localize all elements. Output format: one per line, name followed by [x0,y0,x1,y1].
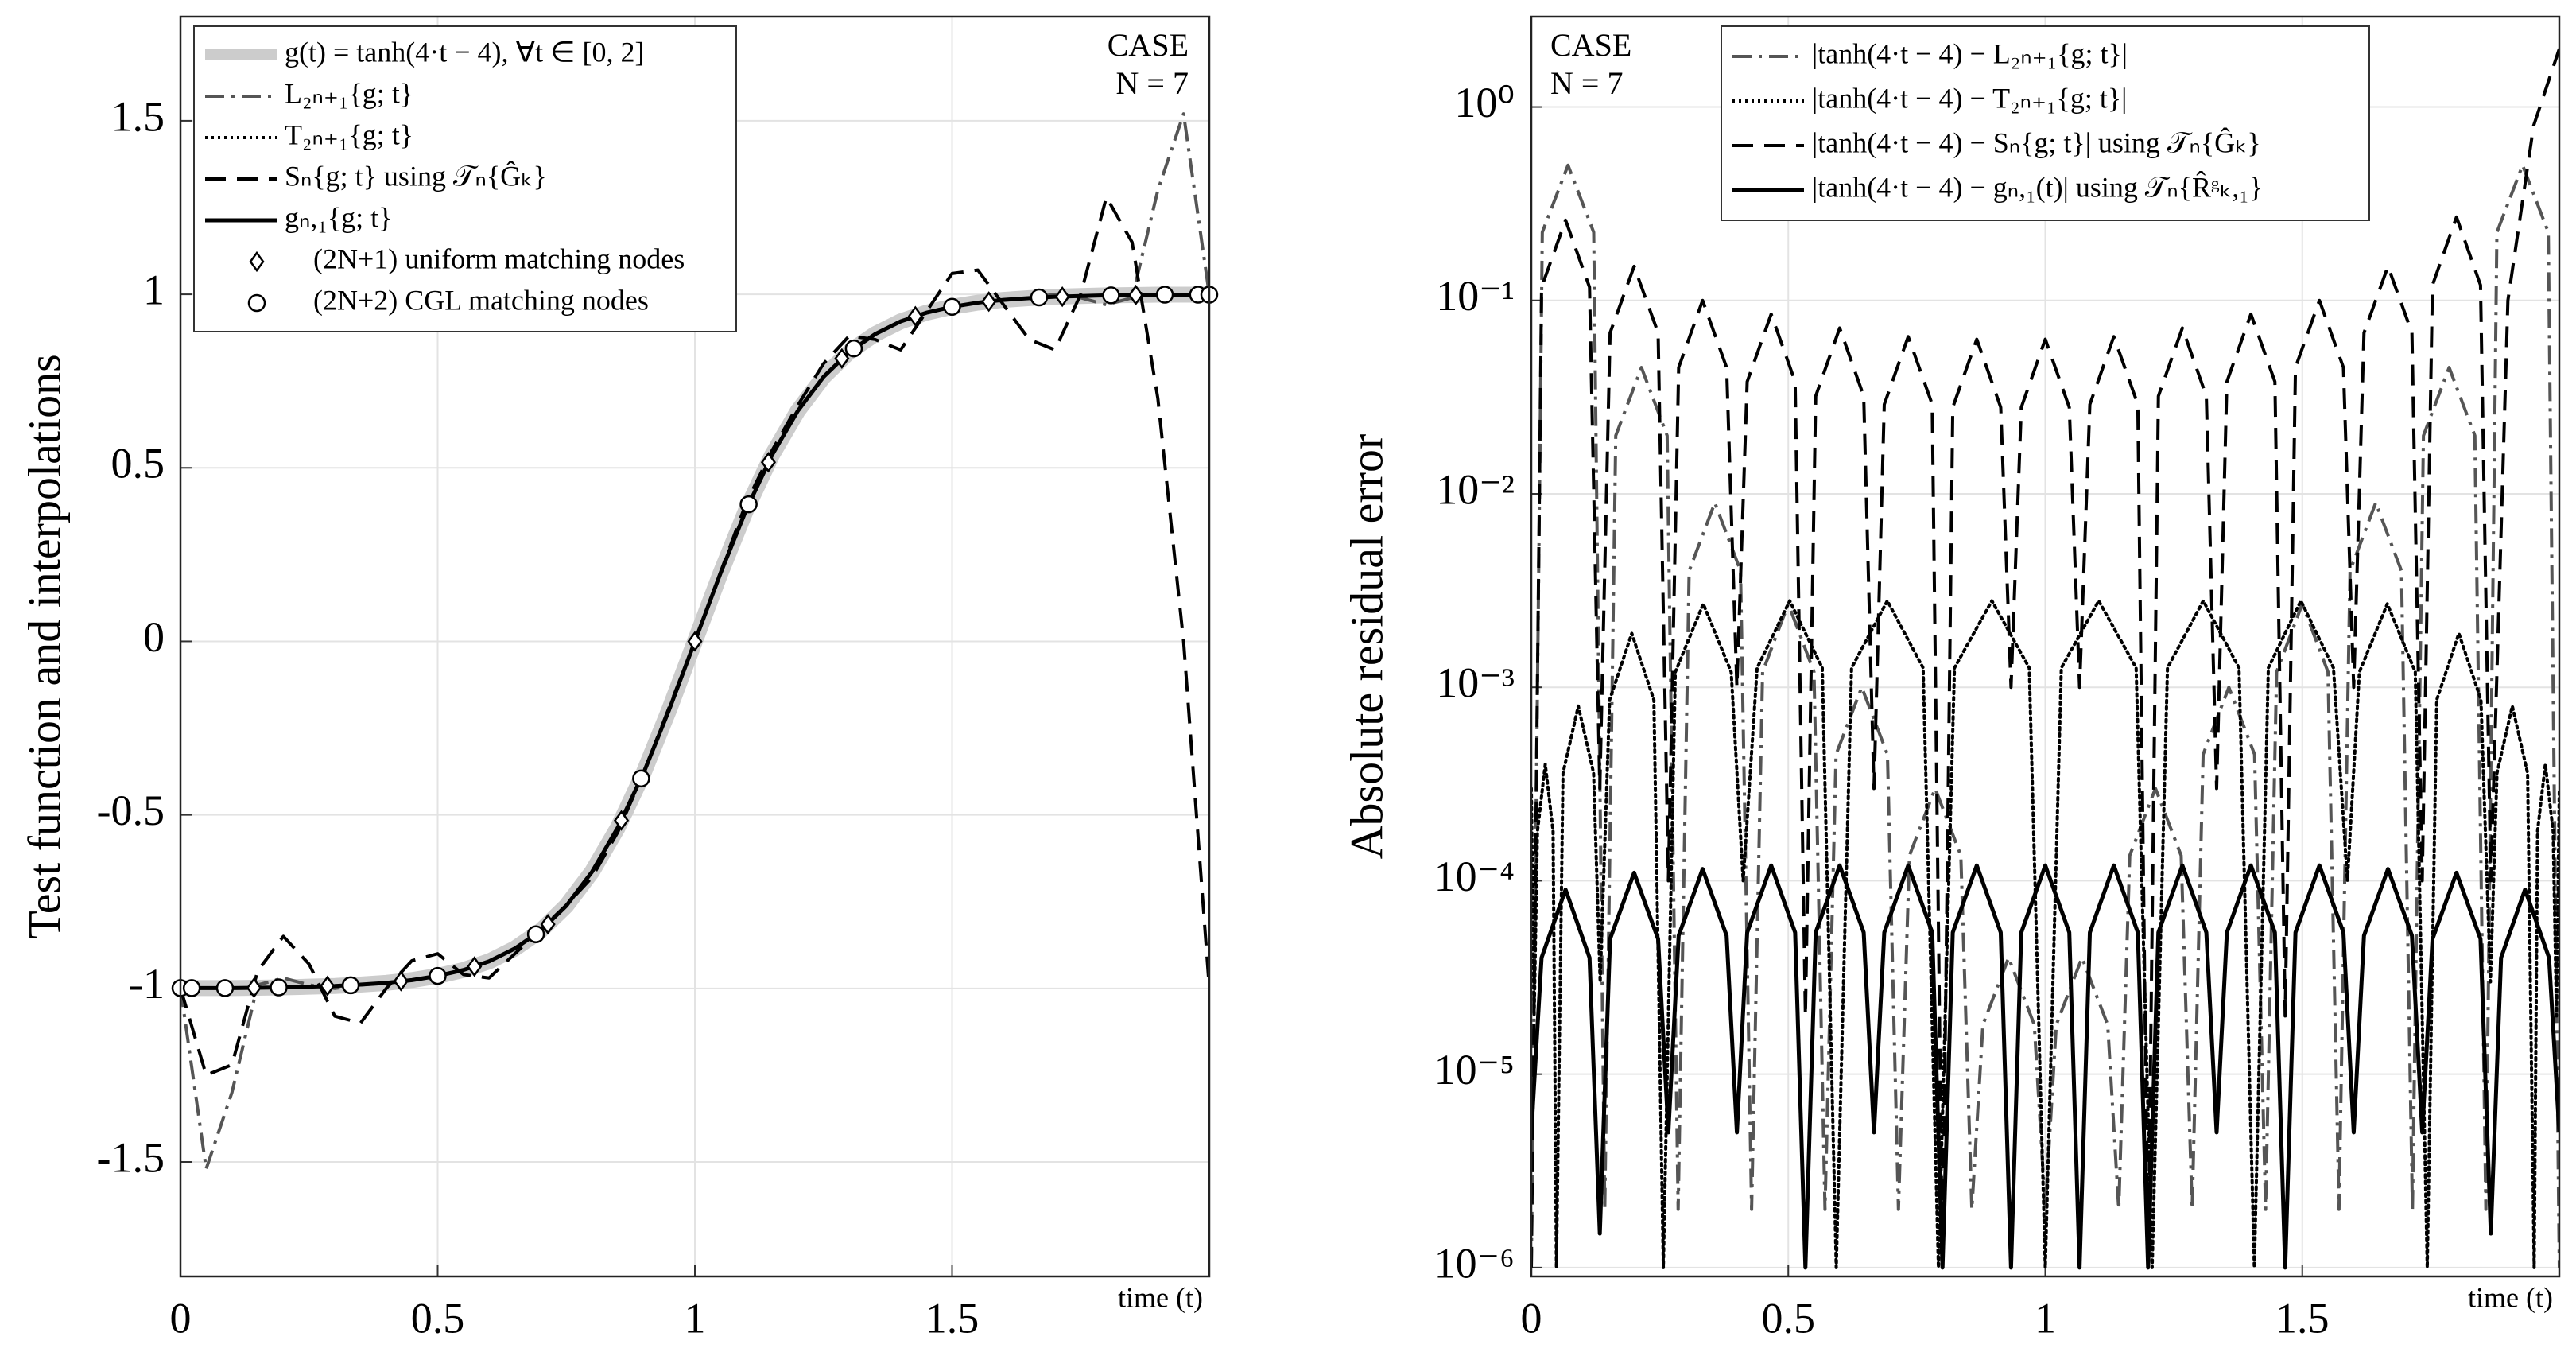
y-tick-label: 10⁰ [1454,79,1515,126]
x-tick-label: 1.5 [925,1294,980,1342]
circle-marker [739,495,758,514]
plot-lines [1531,48,2559,1270]
legend-label: L₂ₙ₊₁{g; t} [285,77,413,109]
annotation: N = 7 [1116,65,1189,101]
diamond-marker [393,970,409,992]
legend-label: gₙ,₁{g; t} [285,201,392,233]
circle-marker [247,293,266,313]
series-line [1531,863,2559,1270]
x-axis-label: time (t) [1118,1281,1203,1313]
x-tick-label: 0 [170,1294,192,1342]
y-tick-label: 10⁻³ [1436,659,1515,707]
chart: -1.5 -1 -0.5 0 0.5 1 1.5 0 0.5 1 1.5 Test function … [18,15,1219,1342]
diamond-marker [540,913,556,935]
legend-box [1721,25,2370,221]
y-tick-label: -1.5 [97,1133,165,1181]
legend-box [193,25,737,332]
y-tick-label: 10⁻² [1436,465,1515,513]
axes-frame [1530,15,2561,1278]
annotation: N = 7 [1550,65,1623,101]
circle-marker [632,769,650,788]
diamond-marker [249,251,265,273]
y-tick-label: 10⁻⁶ [1434,1239,1515,1287]
x-tick-label: 1 [685,1294,706,1342]
diamond-marker [760,452,777,473]
diamond-marker [907,305,923,327]
x-tick-label: 1 [2035,1294,2056,1342]
axes-frame [179,15,1211,1278]
diamond-marker [320,975,336,997]
circle-marker [943,297,961,317]
legend-label: T₂ₙ₊₁{g; t} [285,118,413,150]
y-tick-label: 1.5 [111,92,165,140]
legend-label: |tanh(4·t − 4) − gₙ,₁(t)| using 𝒯ₙ{R̂ᵍₖ,… [1812,170,2263,203]
annotation: CASE [1550,27,1631,63]
circle-marker [215,979,235,997]
chart: 10⁻⁶ 10⁻⁵ 10⁻⁴ 10⁻³ 10⁻² 10⁻¹ 10⁰ 0 0.5 1 1.5 Absol… [1340,15,2561,1342]
circle-marker [844,339,863,358]
legend-label: |tanh(4·t − 4) − T₂ₙ₊₁{g; t}| [1812,82,2127,114]
circle-marker [1102,286,1120,305]
y-tick-label: 1 [143,266,165,313]
circle-marker [341,976,360,995]
legend-label: g(t) = tanh(4·t − 4), ∀t ∈ [0, 2] [285,36,645,68]
y-tick-label: 0.5 [111,440,165,488]
diamond-marker [1127,284,1144,306]
diamond-marker [613,810,630,831]
circle-marker [1155,286,1174,304]
circle-marker [182,979,201,997]
legend-label: |tanh(4·t − 4) − L₂ₙ₊₁{g; t}| [1812,37,2128,69]
y-tick-label: 10⁻⁴ [1434,853,1515,900]
circle-marker [270,978,288,997]
x-tick-label: 0 [1521,1294,1542,1342]
legend-label: (2N+2) CGL matching nodes [313,284,649,316]
circle-marker [1030,288,1049,307]
legend-label: (2N+1) uniform matching nodes [313,243,685,274]
legend-label: |tanh(4·t − 4) − Sₙ{g; t}| using 𝒯ₙ{Ĝₖ} [1812,126,2261,158]
circle-marker [429,966,447,985]
diamond-marker [1054,286,1070,308]
series-line [1531,163,2559,1268]
x-tick-label: 0.5 [1762,1294,1816,1342]
series-line [180,195,1209,1077]
circle-marker [526,925,545,943]
diamond-marker [834,348,850,369]
diamond-marker [981,291,997,313]
x-axis-label: time (t) [2468,1281,2553,1313]
y-tick-label: 10⁻¹ [1436,272,1515,320]
diamond-marker [687,631,703,652]
x-tick-label: 1.5 [2275,1294,2330,1342]
y-tick-label: -1 [129,960,165,1008]
x-tick-label: 0.5 [411,1294,465,1342]
series-line [1531,48,2559,1269]
diamond-marker [246,977,262,999]
y-tick-label: 10⁻⁵ [1434,1046,1515,1094]
annotation: CASE [1108,27,1189,63]
y-axis-label: Absolute residual error [1340,434,1392,860]
diamond-marker [467,956,483,977]
legend-label: Sₙ{g; t} using 𝒯ₙ{Ĝₖ} [285,160,547,192]
y-axis-label: Test function and interpolations [18,354,70,938]
series-line [1531,599,2559,1269]
y-tick-label: -0.5 [97,787,165,834]
y-tick-label: 0 [143,613,165,661]
